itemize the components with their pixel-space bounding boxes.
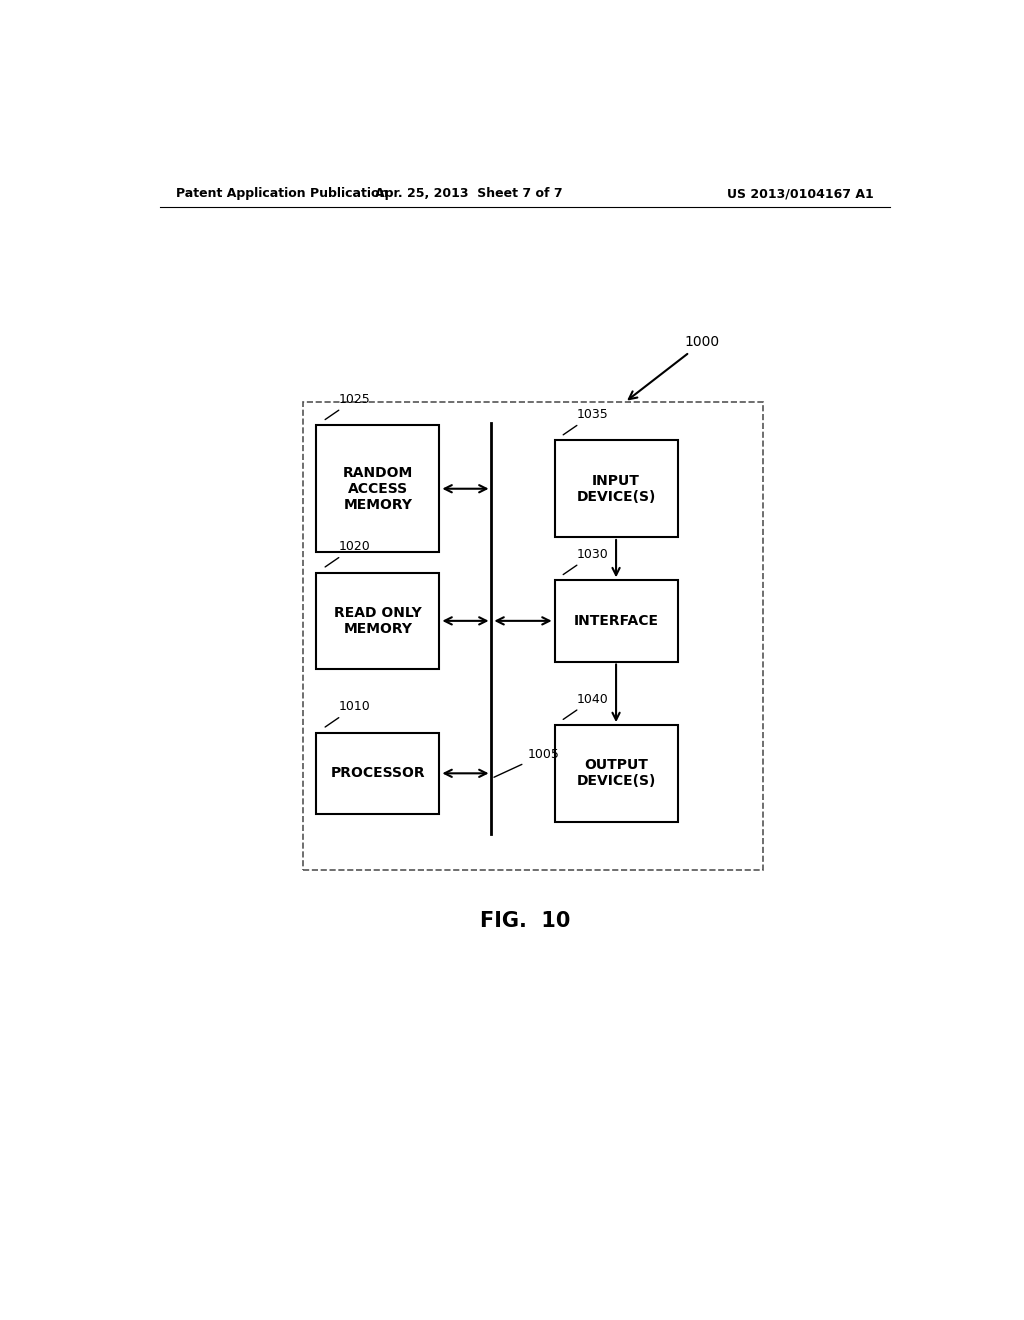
- FancyBboxPatch shape: [316, 425, 439, 552]
- Text: 1010: 1010: [326, 701, 371, 727]
- FancyBboxPatch shape: [555, 581, 678, 661]
- Text: 1025: 1025: [326, 393, 371, 420]
- Text: INTERFACE: INTERFACE: [573, 614, 658, 628]
- Text: READ ONLY
MEMORY: READ ONLY MEMORY: [334, 606, 422, 636]
- Text: Patent Application Publication: Patent Application Publication: [176, 187, 388, 201]
- FancyBboxPatch shape: [316, 733, 439, 814]
- Text: PROCESSOR: PROCESSOR: [331, 767, 425, 780]
- FancyBboxPatch shape: [555, 441, 678, 537]
- Text: 1035: 1035: [563, 408, 608, 434]
- Text: 1000: 1000: [629, 335, 720, 399]
- Text: 1040: 1040: [563, 693, 608, 719]
- Text: FIG.  10: FIG. 10: [479, 911, 570, 931]
- Text: Apr. 25, 2013  Sheet 7 of 7: Apr. 25, 2013 Sheet 7 of 7: [376, 187, 563, 201]
- Text: US 2013/0104167 A1: US 2013/0104167 A1: [727, 187, 873, 201]
- Text: 1030: 1030: [563, 548, 608, 574]
- Text: 1005: 1005: [494, 748, 559, 777]
- Text: RANDOM
ACCESS
MEMORY: RANDOM ACCESS MEMORY: [343, 466, 413, 512]
- FancyBboxPatch shape: [316, 573, 439, 669]
- FancyBboxPatch shape: [555, 725, 678, 821]
- Text: 1020: 1020: [326, 540, 371, 568]
- FancyBboxPatch shape: [303, 403, 763, 870]
- Text: INPUT
DEVICE(S): INPUT DEVICE(S): [577, 474, 655, 504]
- Text: OUTPUT
DEVICE(S): OUTPUT DEVICE(S): [577, 758, 655, 788]
